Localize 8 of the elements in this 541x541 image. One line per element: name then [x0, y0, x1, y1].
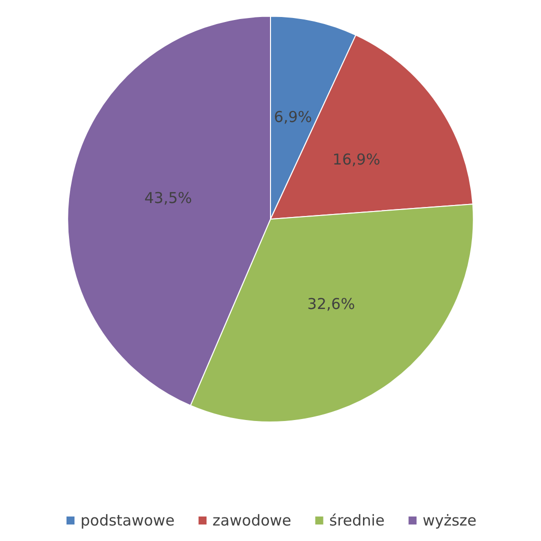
legend-label: zawodowe [212, 512, 292, 530]
data-label: 16,9% [332, 150, 380, 169]
legend-label: podstawowe [80, 512, 175, 530]
data-label: 6,9% [274, 108, 312, 126]
legend-label: średnie [329, 512, 385, 530]
data-label: 32,6% [307, 295, 355, 314]
data-label: 43,5% [144, 189, 192, 208]
legend-label: wyższe [422, 512, 476, 530]
